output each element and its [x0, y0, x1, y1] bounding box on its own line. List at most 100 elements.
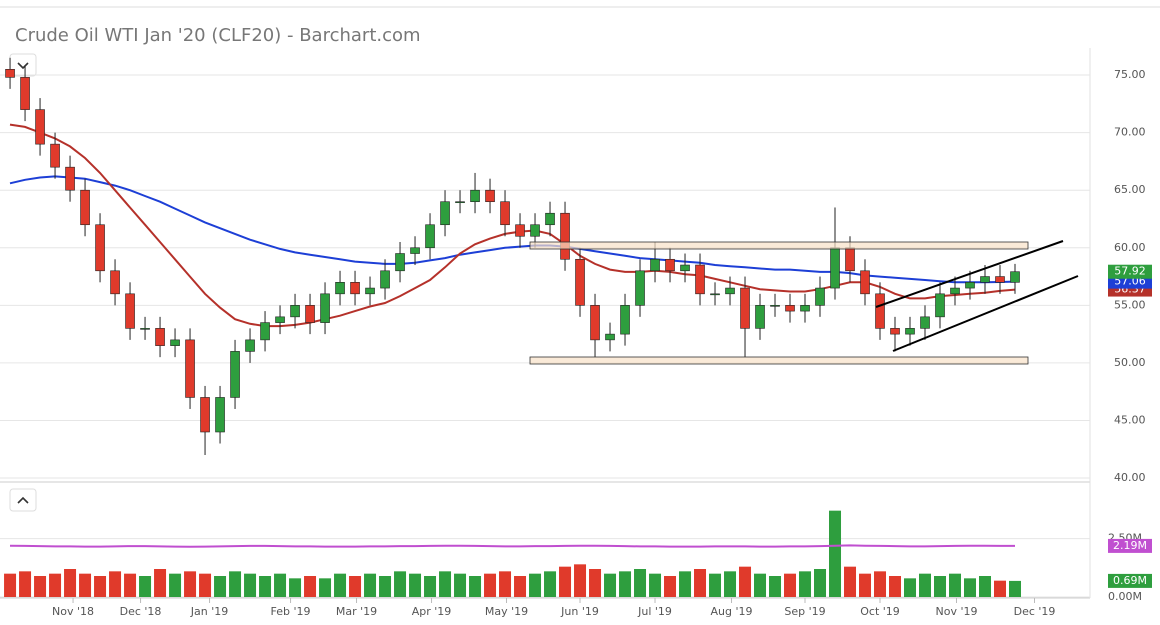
candle-body [935, 293, 945, 318]
volume-bar [844, 566, 857, 597]
chevron-up[interactable] [17, 496, 29, 504]
volume-bar [319, 578, 332, 597]
candle-body [920, 316, 930, 329]
candle-body [185, 339, 195, 398]
volume-bar [694, 569, 707, 597]
candle-body [5, 69, 15, 78]
volume-bar [619, 571, 632, 597]
volume-toggle-button[interactable] [9, 488, 37, 512]
volume-bar [709, 573, 722, 597]
x-tick-label: Nov '19 [936, 605, 978, 618]
volume-bar [994, 580, 1007, 597]
candle-body [245, 339, 255, 352]
candle-body [140, 328, 150, 330]
candle-body [695, 264, 705, 295]
y-tick-label: 55.00 [1114, 298, 1146, 311]
candle-body [170, 339, 180, 346]
volume-bar [364, 573, 377, 597]
candle-body [530, 224, 540, 237]
volume-bar [394, 571, 407, 597]
volume-bar [814, 569, 827, 597]
last-price-label-box [1108, 264, 1152, 279]
candle-body [740, 287, 750, 329]
volume-bar [244, 573, 257, 597]
volume-bar [724, 571, 737, 597]
candle-body [680, 264, 690, 272]
x-tick-label: May '19 [485, 605, 528, 618]
candle-body [560, 212, 570, 260]
volume-bar [919, 573, 932, 597]
candle-body [845, 247, 855, 272]
volume-bar [154, 569, 167, 597]
x-tick-label: Nov '18 [52, 605, 94, 618]
volume-bar [229, 571, 242, 597]
volume-bar [124, 573, 137, 597]
candle-body [650, 258, 660, 272]
candle-body [980, 276, 990, 283]
candle-body [1010, 271, 1020, 283]
volume-bar [109, 571, 122, 597]
volume-bar [889, 576, 902, 597]
channel-bottom [892, 275, 1079, 352]
volume-bar [634, 569, 647, 597]
y-tick-label: 40.00 [1114, 471, 1146, 484]
last-volume-label-box [1108, 573, 1152, 588]
candle-body [575, 258, 585, 306]
candle-body [350, 282, 360, 295]
candle-body [665, 258, 675, 272]
candle-body [335, 282, 345, 295]
volume-bar [64, 569, 77, 597]
chart-title: Crude Oil WTI Jan '20 (CLF20) - Barchart… [15, 25, 421, 46]
volume-bar [979, 576, 992, 597]
y-tick-label: 75.00 [1114, 68, 1146, 81]
volume-bar [514, 576, 527, 597]
volume-bar [964, 578, 977, 597]
y-tick-label: 50.00 [1114, 356, 1146, 369]
candle-body [890, 328, 900, 335]
volume-bar [334, 573, 347, 597]
volume-bar [859, 573, 872, 597]
candle-body [215, 397, 225, 433]
candle-body [35, 109, 45, 145]
candle-body [155, 328, 165, 346]
volume-bar [379, 576, 392, 597]
candle-body [290, 305, 300, 318]
candle-body [950, 287, 960, 295]
candle-body [125, 293, 135, 329]
candle-body [305, 305, 315, 323]
candle-body [725, 287, 735, 295]
candle-body [965, 282, 975, 289]
volume-bar [754, 573, 767, 597]
last-volume-average-label: 2.19M [1113, 539, 1147, 552]
candle-body [275, 316, 285, 323]
volume-bar [304, 576, 317, 597]
chevron-down[interactable] [17, 62, 29, 70]
button-frame[interactable] [9, 488, 37, 512]
volume-bar [274, 573, 287, 597]
volume-bar [469, 576, 482, 597]
candle-body [65, 166, 75, 191]
volume-bar [79, 573, 92, 597]
last-volume-label: 0.69M [1113, 574, 1147, 587]
volume-bar [34, 576, 47, 597]
volume-bar [544, 571, 557, 597]
volume-bar [259, 576, 272, 597]
volume-bar [799, 571, 812, 597]
x-tick-label: Jul '19 [637, 605, 672, 618]
candle-body [470, 189, 480, 203]
channel-top [875, 240, 1064, 308]
volume-bar [739, 566, 752, 597]
volume-bar [454, 573, 467, 597]
volume-bar [604, 573, 617, 597]
candle-body [605, 333, 615, 341]
candle-body [260, 322, 270, 341]
candle-body [785, 305, 795, 312]
y-tick-label: 65.00 [1114, 183, 1146, 196]
candle-body [80, 189, 90, 226]
plot [0, 57, 1090, 603]
candle-body [515, 224, 525, 237]
moving-average-line [9, 123, 1016, 328]
volume-bar [49, 573, 62, 597]
candle-body [95, 224, 105, 272]
moving-average-line [9, 175, 1016, 284]
